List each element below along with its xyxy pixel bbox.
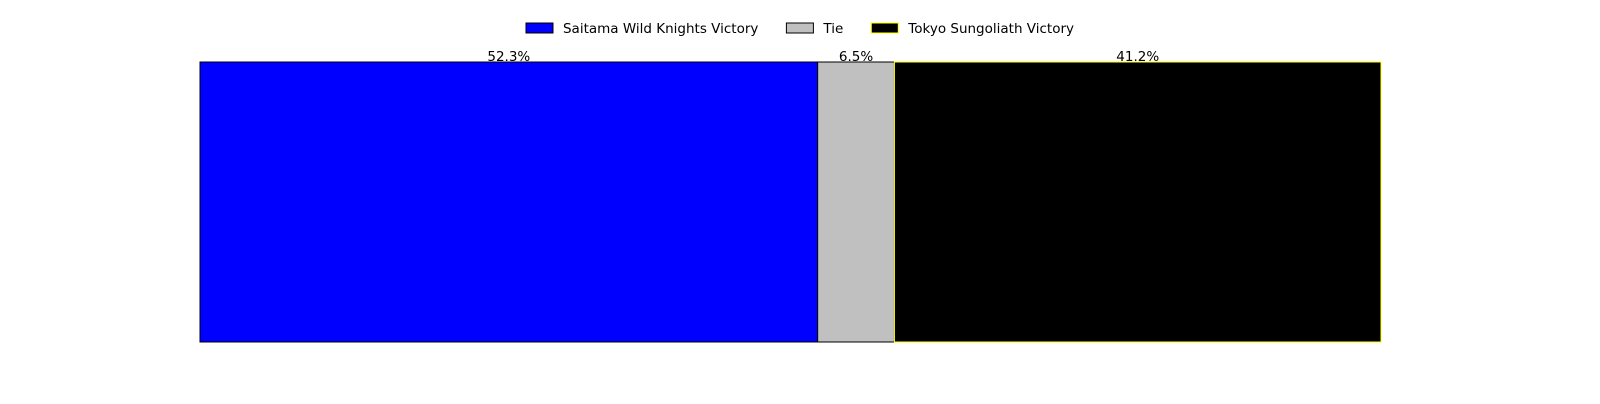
- bar-group: [199, 61, 1382, 343]
- data-label-tokyo-sungoliath-victory: 41.2%: [1116, 49, 1159, 65]
- data-label-group: 52.3% 6.5% 41.2%: [487, 49, 1159, 65]
- legend-label-saitama-wild-knights-victory: Saitama Wild Knights Victory: [563, 21, 758, 37]
- legend-swatch-saitama-wild-knights-victory: [525, 22, 554, 34]
- legend-label-tie: Tie: [822, 21, 843, 37]
- legend-item-tie: Tie: [785, 21, 843, 37]
- data-label-saitama-wild-knights-victory: 52.3%: [487, 49, 530, 65]
- bar-saitama-wild-knights-victory: [199, 61, 819, 343]
- legend-swatch-tie: [785, 22, 814, 34]
- legend-swatch-tokyo-sungoliath-victory: [870, 22, 899, 34]
- legend-item-saitama-wild-knights-victory: Saitama Wild Knights Victory: [525, 21, 758, 37]
- bar-tie: [817, 61, 895, 343]
- legend-label-tokyo-sungoliath-victory: Tokyo Sungoliath Victory: [907, 21, 1074, 37]
- data-label-tie: 6.5%: [839, 49, 873, 65]
- legend-item-tokyo-sungoliath-victory: Tokyo Sungoliath Victory: [870, 21, 1074, 37]
- legend: Saitama Wild Knights Victory Tie Tokyo Sun…: [525, 21, 1074, 37]
- bar-tokyo-sungoliath-victory: [893, 61, 1382, 343]
